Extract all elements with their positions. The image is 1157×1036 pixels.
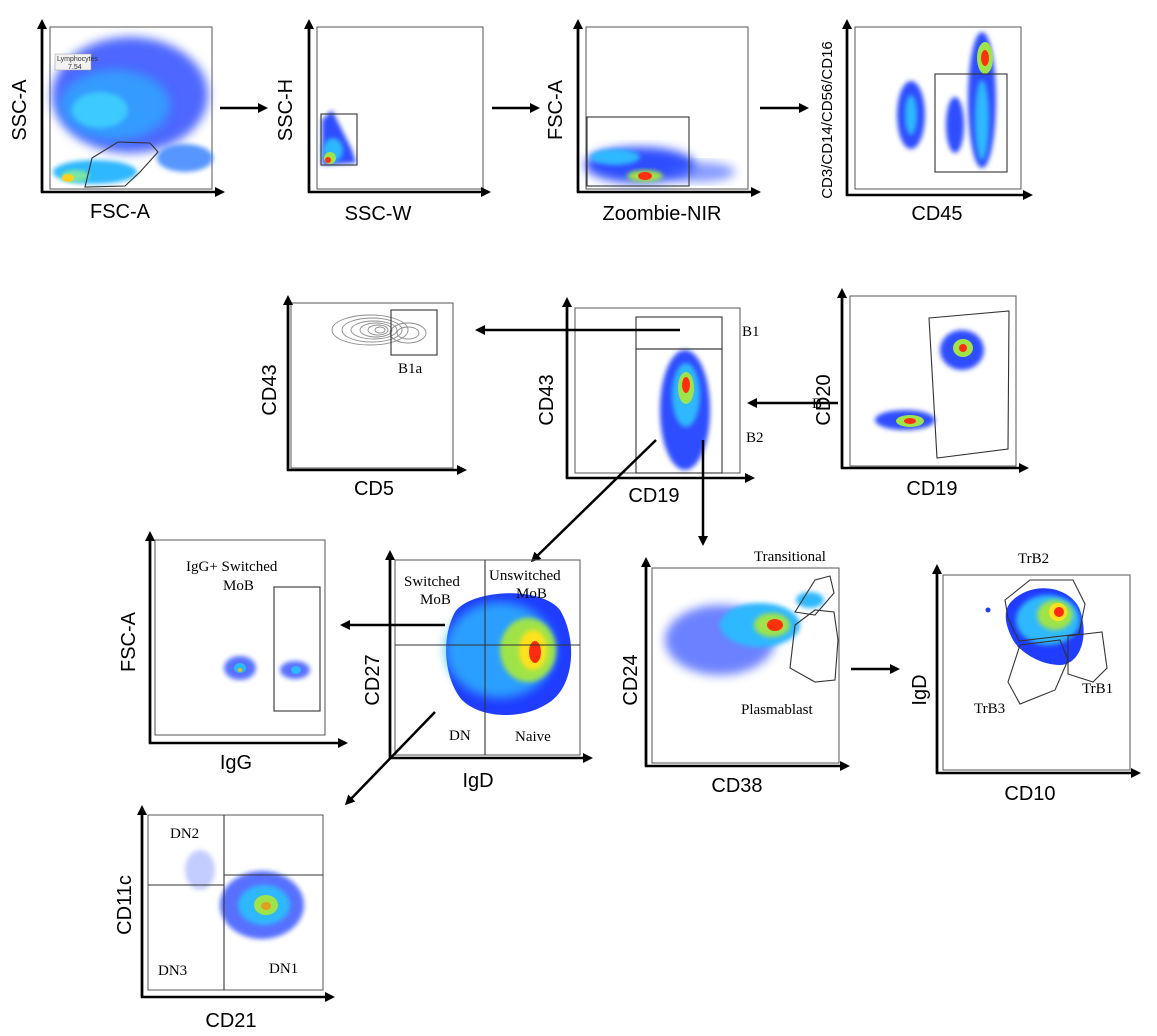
p9-switched-label: Switched bbox=[404, 574, 460, 590]
p11-y-label: IgD bbox=[909, 674, 931, 705]
panel-cd20-cd19: CD19 CD20 bbox=[813, 288, 1029, 500]
p4-density bbox=[897, 32, 996, 168]
p5-contours bbox=[331, 314, 427, 346]
p12-x-label: CD21 bbox=[205, 1010, 256, 1032]
p1-y-label: SSC-A bbox=[9, 79, 31, 141]
p8-density bbox=[224, 656, 310, 680]
panel-cd43-cd19: B1 B2 CD19 CD43 bbox=[536, 297, 764, 507]
p9-density bbox=[445, 593, 572, 716]
p6-b2-gate bbox=[635, 348, 723, 474]
p10-transitional-label: Transitional bbox=[754, 549, 826, 565]
p8-gate-label-line1: IgG+ Switched bbox=[186, 559, 278, 575]
p4-cd45-gate bbox=[934, 73, 1008, 173]
p7-y-label: CD20 bbox=[813, 374, 835, 425]
p3-y-label: FSC-A bbox=[545, 79, 567, 140]
p10-plasmablast-gate bbox=[789, 609, 839, 683]
p6-y-label: CD43 bbox=[536, 374, 558, 425]
p10-y-label: CD24 bbox=[620, 654, 642, 705]
p11-density bbox=[985, 588, 1084, 665]
p6-b1-label: B1 bbox=[742, 324, 760, 340]
p2-y-label: SSC-H bbox=[275, 79, 297, 141]
p7-cd19-gate bbox=[928, 310, 1010, 459]
p3-live-gate bbox=[586, 116, 690, 187]
p9-switched-mob-label: MoB bbox=[420, 592, 451, 608]
panel-cd27-igd: Switched MoB Unswitched MoB DN Naive IgD… bbox=[362, 550, 593, 792]
p12-density bbox=[185, 850, 304, 939]
p10-x-label: CD38 bbox=[711, 775, 762, 797]
panel-cd11c-cd21: DN2 DN3 DN1 CD21 CD11c bbox=[114, 805, 335, 1032]
p5-x-axis bbox=[286, 298, 467, 475]
p11-trb1-gate bbox=[1067, 631, 1108, 683]
p8-y-label: FSC-A bbox=[118, 611, 140, 672]
panel-fsc-zombie: Zoombie-NIR FSC-A bbox=[545, 19, 761, 225]
panel-fsc-ssc: Lymphocytes 7.54 FSC-A SSC-A bbox=[9, 19, 225, 223]
p10-plasmablast-label: Plasmablast bbox=[741, 702, 813, 718]
p12-y-label: CD11c bbox=[114, 875, 136, 935]
p9-naive-label: Naive bbox=[515, 729, 551, 745]
p1-gate-percent: 7.54 bbox=[68, 64, 82, 71]
p4-x-axis bbox=[845, 22, 1033, 200]
p11-trb3-gate bbox=[1007, 639, 1069, 705]
p10-transitional-gate bbox=[794, 575, 835, 616]
p5-b1a-label: B1a bbox=[398, 361, 423, 377]
p11-trb2-gate bbox=[1004, 579, 1086, 642]
panel-cd24-cd38: Transitional Plasmablast CD38 CD24 bbox=[620, 549, 850, 797]
p8-igg-gate bbox=[273, 586, 321, 712]
p11-trb1-label: TrB1 bbox=[1082, 681, 1113, 697]
p2-singlet-gate bbox=[320, 113, 358, 166]
p4-y-label: CD3/CD14/CD56/CD16 bbox=[819, 41, 836, 199]
p11-trb2-label: TrB2 bbox=[1018, 551, 1049, 567]
p3-density bbox=[585, 147, 735, 183]
p12-dn1-label: DN1 bbox=[269, 961, 298, 977]
p9-dn-label: DN bbox=[449, 728, 471, 744]
p11-x-label: CD10 bbox=[1004, 783, 1055, 805]
panel-lineage-cd45: CD45 CD3/CD14/CD56/CD16 bbox=[819, 19, 1033, 225]
p5-x-label: CD5 bbox=[354, 478, 394, 500]
p12-dn2-label: DN2 bbox=[170, 826, 199, 842]
panel-fsc-igg: IgG+ Switched MoB IgG FSC-A bbox=[118, 531, 348, 774]
p5-b1a-gate bbox=[390, 309, 438, 356]
p9-unswitched-label: Unswitched bbox=[489, 568, 561, 584]
p9-x-label: IgD bbox=[462, 770, 493, 792]
p1-lymphocyte-gate bbox=[84, 141, 159, 188]
panel-cd43-cd5: B1a CD5 CD43 bbox=[259, 295, 467, 500]
p7-x-label: CD19 bbox=[906, 478, 957, 500]
p5-y-label: CD43 bbox=[259, 364, 281, 415]
p2-x-label: SSC-W bbox=[345, 203, 412, 225]
p1-gate-name: Lymphocytes bbox=[57, 56, 98, 63]
p1-gate-tag bbox=[54, 53, 92, 71]
p7-density bbox=[875, 330, 984, 430]
panel-ssch-sscw: SSC-W SSC-H bbox=[275, 19, 491, 225]
p12-dn3-label: DN3 bbox=[158, 963, 187, 979]
p2-x-axis bbox=[307, 22, 491, 197]
p6-b2-label: B2 bbox=[746, 430, 764, 446]
p8-gate-label-line2: MoB bbox=[223, 578, 254, 594]
p10-density bbox=[665, 592, 824, 675]
arrow-6-9 bbox=[530, 439, 657, 563]
p8-x-label: IgG bbox=[220, 752, 252, 774]
p9-y-label: CD27 bbox=[362, 654, 384, 705]
p9-unswitched-mob-label: MoB bbox=[516, 586, 547, 602]
p2-density bbox=[322, 110, 356, 165]
p4-x-label: CD45 bbox=[911, 203, 962, 225]
p1-x-label: FSC-A bbox=[90, 201, 151, 223]
p6-x-axis bbox=[565, 300, 755, 483]
p3-x-label: Zoombie-NIR bbox=[603, 203, 722, 225]
p6-x-label: CD19 bbox=[628, 485, 679, 507]
p11-trb3-label: TrB3 bbox=[974, 701, 1005, 717]
p7-overlap-text: B bbox=[812, 396, 822, 412]
arrow-9-12 bbox=[344, 711, 436, 806]
panel-igd-cd10: TrB2 TrB1 TrB3 CD10 IgD bbox=[909, 551, 1141, 805]
p6-b1-gate bbox=[635, 316, 723, 350]
p6-density bbox=[660, 350, 710, 470]
